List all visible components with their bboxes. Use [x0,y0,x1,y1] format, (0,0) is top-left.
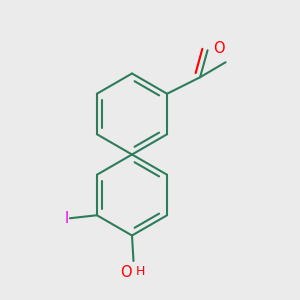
Text: O: O [120,265,132,280]
Text: H: H [136,265,145,278]
Text: O: O [213,41,225,56]
Text: I: I [64,211,68,226]
